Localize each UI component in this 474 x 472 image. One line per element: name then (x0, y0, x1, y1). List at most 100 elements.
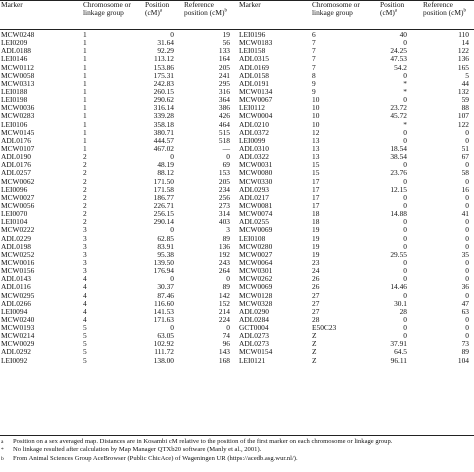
table-row: MCW0301 24 0 0 (239, 266, 473, 276)
table-row: MCW0074 18 14.88 41 (239, 209, 473, 219)
position-cell: 0 (170, 152, 174, 162)
table-row: ADL0116 4 30.37 89 (1, 283, 236, 291)
reference-cell: 0 (465, 290, 469, 300)
chromosome-cell: 18 (312, 217, 320, 227)
reference-cell: 192 (218, 249, 230, 259)
chromosome-cell: 1 (83, 70, 87, 80)
position-cell: 29.55 (390, 249, 407, 259)
marker-cell: MCW0027 (1, 192, 35, 202)
position-cell: 30.1 (394, 298, 407, 308)
marker-cell: MCW0330 (239, 176, 273, 186)
left-header-row: Marker Chromosome or linkage group Posit… (1, 0, 236, 28)
position-cell: 83.91 (157, 241, 174, 251)
chromosome-cell: 8 (312, 70, 316, 80)
position-cell: 290.14 (153, 217, 174, 227)
reference-cell: 0 (465, 225, 469, 235)
top-rule (0, 0, 474, 1)
table-row: MCW0328 27 30.1 47 (239, 298, 473, 308)
reference-cell: 426 (218, 111, 230, 121)
marker-cell: MCW0069 (239, 282, 273, 292)
chromosome-cell: 2 (83, 168, 87, 178)
table-row: MCW0262 26 0 0 (239, 275, 473, 283)
marker-cell: ADL0290 (239, 306, 269, 316)
chromosome-cell: 7 (312, 46, 316, 56)
chromosome-cell: 7 (312, 38, 316, 48)
marker-cell: MCW0031 (239, 160, 273, 170)
marker-cell: ADL0158 (239, 70, 269, 80)
reference-cell: 74 (222, 331, 230, 341)
position-cell: 45.72 (390, 111, 407, 121)
position-cell: 467.02 (153, 143, 174, 153)
chromosome-cell: 3 (83, 266, 87, 276)
position-cell: 23.76 (390, 168, 407, 178)
table-row: MCW0069 19 0 0 (239, 226, 473, 234)
table-row: LEI0096 2 171.58 234 (1, 184, 236, 194)
reference-cell: 165 (457, 62, 469, 72)
marker-cell: MCW0107 (1, 143, 35, 153)
chromosome-cell: 2 (83, 200, 87, 210)
table-row: ADL0273 Z 0 0 (239, 332, 473, 340)
reference-cell: 214 (218, 306, 230, 316)
marker-cell: LEI0146 (1, 54, 28, 64)
chromosome-cell: 26 (312, 282, 320, 292)
chromosome-cell: 27 (312, 290, 320, 300)
bottom-rule (0, 435, 474, 436)
position-cell: 139.50 (153, 257, 174, 267)
chromosome-cell: 17 (312, 184, 320, 194)
position-cell: 380.71 (153, 127, 174, 137)
chromosome-cell: 5 (83, 323, 87, 333)
reference-cell: 314 (218, 209, 230, 219)
marker-cell: ADL0315 (239, 54, 269, 64)
marker-header: Marker (1, 0, 23, 9)
table-row: ADL0315 7 47.53 136 (239, 55, 473, 63)
position-cell: 37.91 (390, 339, 407, 349)
position-cell: 111.72 (154, 347, 174, 357)
chromosome-cell: 2 (83, 152, 87, 162)
reference-cell: 110 (458, 30, 469, 39)
marker-cell: LEI0121 (239, 355, 266, 365)
position-cell: 14.46 (390, 282, 407, 292)
position-cell: 95.38 (157, 249, 174, 259)
table-row: MCW0295 4 87.46 142 (1, 291, 236, 300)
marker-cell: ADL0169 (239, 62, 269, 72)
table-row: ADL0322 13 38.54 67 (239, 152, 473, 161)
chromosome-cell: 2 (83, 184, 87, 194)
table-row: MCW0004 10 45.72 107 (239, 112, 473, 120)
table-row: MCW0134 9 * 132 (239, 87, 473, 96)
chromosome-cell: 1 (83, 54, 87, 64)
reference-cell: 316 (218, 86, 230, 96)
chromosome-cell: 23 (312, 257, 320, 267)
position-cell: 102.92 (153, 339, 174, 349)
reference-cell: 0 (465, 200, 469, 210)
marker-cell: ADL0372 (239, 127, 269, 137)
chromosome-cell: 10 (312, 95, 320, 105)
table-row: LEI0112 10 23.72 88 (239, 104, 473, 112)
chromosome-cell: 26 (312, 274, 320, 284)
position-cell: 171.50 (153, 176, 174, 186)
marker-cell: MCW0062 (1, 176, 35, 186)
position-cell: 175.31 (153, 70, 174, 80)
marker-cell: MCW0145 (1, 127, 35, 137)
marker-cell: MCW0058 (1, 70, 35, 80)
table-row: MCW0080 15 23.76 58 (239, 169, 473, 177)
marker-cell: LEI0106 (1, 119, 28, 129)
position-cell: 138.00 (153, 355, 174, 365)
table-row: ADL0198 3 83.91 136 (1, 241, 236, 251)
position-cell: 0 (403, 225, 407, 235)
table-row: MCW0222 3 0 3 (1, 226, 236, 234)
position-cell: 0 (403, 127, 407, 137)
marker-cell: MCW0252 (1, 249, 35, 259)
position-cell: 0 (170, 225, 174, 235)
reference-cell: 59 (461, 95, 469, 105)
reference-cell: 0 (465, 274, 469, 284)
table-row: ADL0266 4 116.60 152 (1, 299, 236, 308)
position-cell: 358.18 (153, 119, 174, 129)
reference-cell: 5 (465, 70, 469, 80)
position-cell: 256.15 (153, 209, 174, 219)
reference-cell: 73 (461, 339, 469, 349)
table-row: LEI0188 1 260.15 316 (1, 86, 236, 96)
reference-cell: 89 (461, 347, 469, 357)
position-cell: 0 (403, 266, 407, 276)
reference-cell: 41 (461, 209, 469, 219)
table-row: ADL0190 2 0 0 (1, 152, 236, 162)
